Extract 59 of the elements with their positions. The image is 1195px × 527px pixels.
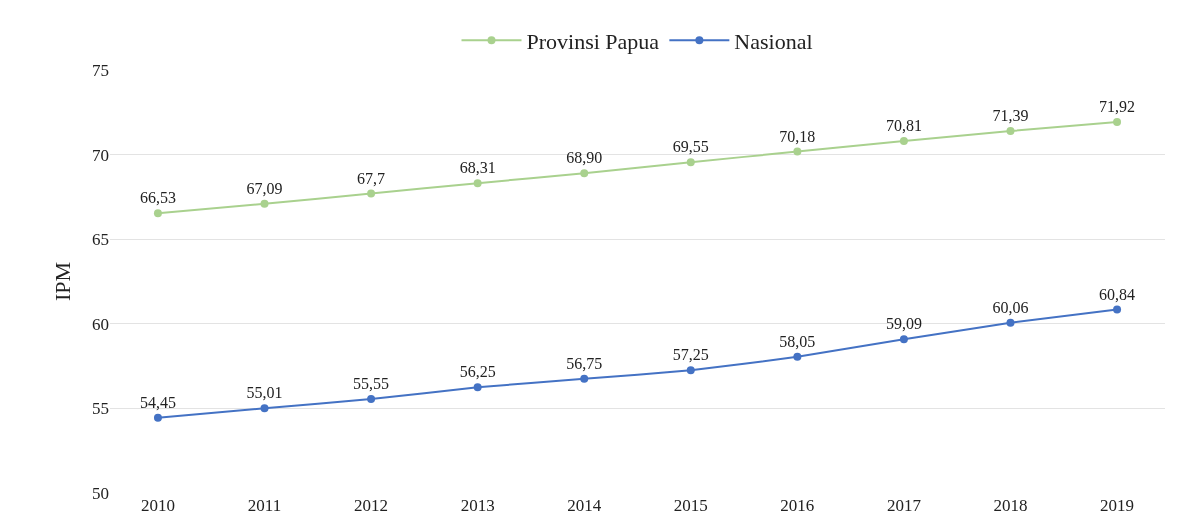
x-tick-label: 2010 (140, 496, 175, 515)
data-label: 54,45 (139, 393, 176, 411)
point (793, 352, 802, 361)
data-label: 58,05 (779, 332, 816, 350)
x-tick-label: 2013 (460, 496, 495, 515)
data-label: 67,09 (246, 179, 283, 197)
y-tick-label: 60 (92, 314, 109, 334)
point (367, 395, 376, 404)
data-label: 60,06 (992, 298, 1029, 316)
point (1006, 127, 1015, 136)
point (153, 413, 162, 422)
x-tick-label: 2015 (673, 496, 708, 515)
legend-label: Nasional (734, 28, 813, 54)
point (473, 179, 482, 188)
point (686, 158, 695, 167)
point (899, 335, 908, 344)
x-tick-label: 2018 (993, 496, 1028, 515)
y-tick-label: 50 (92, 483, 109, 503)
point (1113, 118, 1122, 127)
point (580, 374, 589, 383)
data-label: 56,75 (566, 354, 603, 372)
point (473, 383, 482, 392)
point (153, 209, 162, 218)
data-label: 60,84 (1099, 285, 1136, 303)
point (580, 169, 589, 178)
x-tick-label: 2012 (354, 496, 389, 515)
point (1113, 305, 1122, 314)
x-tick-label: 2016 (780, 496, 815, 515)
y-tick-label: 75 (92, 60, 109, 80)
y-tick-label: 65 (92, 230, 109, 250)
point (686, 366, 695, 375)
x-tick-label: 2019 (1100, 496, 1135, 515)
data-label: 59,09 (885, 315, 922, 333)
point (260, 404, 269, 413)
point (1006, 318, 1015, 327)
data-label: 55,01 (246, 384, 283, 402)
data-label: 70,18 (779, 127, 816, 145)
point (260, 199, 269, 208)
y-tick-label: 55 (92, 399, 109, 419)
data-label: 67,7 (357, 169, 386, 187)
x-tick-label: 2011 (247, 496, 282, 515)
y-axis-title: IPM (49, 261, 75, 302)
data-label: 56,25 (459, 363, 496, 381)
data-label: 68,31 (459, 159, 496, 177)
data-label: 71,92 (1099, 98, 1136, 116)
x-tick-label: 2014 (567, 496, 602, 515)
y-tick-label: 70 (92, 145, 109, 165)
data-label: 55,55 (353, 375, 390, 393)
data-label: 57,25 (672, 346, 709, 364)
data-label: 71,39 (992, 107, 1029, 125)
data-label: 69,55 (672, 138, 709, 156)
x-tick-label: 2017 (886, 496, 922, 515)
data-label: 68,90 (566, 149, 603, 167)
data-label: 70,81 (885, 116, 922, 134)
point (899, 136, 908, 145)
point (793, 147, 802, 156)
legend-label: Provinsi Papua (526, 28, 660, 54)
data-label: 66,53 (139, 189, 176, 207)
point (367, 189, 376, 198)
